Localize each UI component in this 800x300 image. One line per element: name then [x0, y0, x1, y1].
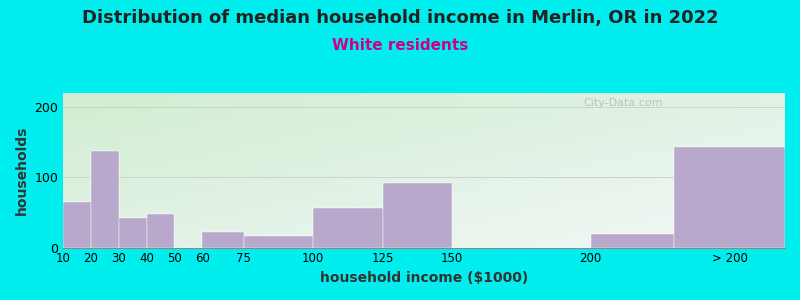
Text: Distribution of median household income in Merlin, OR in 2022: Distribution of median household income …: [82, 9, 718, 27]
Bar: [313, 208, 382, 248]
Bar: [382, 183, 452, 248]
Bar: [590, 233, 674, 248]
Bar: [91, 151, 119, 248]
Bar: [382, 183, 452, 248]
Text: City-Data.com: City-Data.com: [583, 98, 662, 108]
Y-axis label: households: households: [15, 126, 29, 215]
Bar: [146, 214, 174, 247]
Bar: [244, 236, 313, 247]
Bar: [590, 233, 674, 248]
Bar: [91, 151, 119, 248]
Bar: [202, 232, 244, 248]
Bar: [119, 218, 146, 248]
Bar: [674, 147, 785, 248]
X-axis label: household income ($1000): household income ($1000): [320, 271, 528, 285]
Text: White residents: White residents: [332, 38, 468, 52]
Bar: [674, 147, 785, 248]
Bar: [202, 232, 244, 248]
Bar: [63, 202, 91, 247]
Bar: [119, 218, 146, 248]
Bar: [313, 208, 382, 248]
Bar: [146, 214, 174, 247]
Bar: [244, 236, 313, 247]
Bar: [63, 202, 91, 247]
